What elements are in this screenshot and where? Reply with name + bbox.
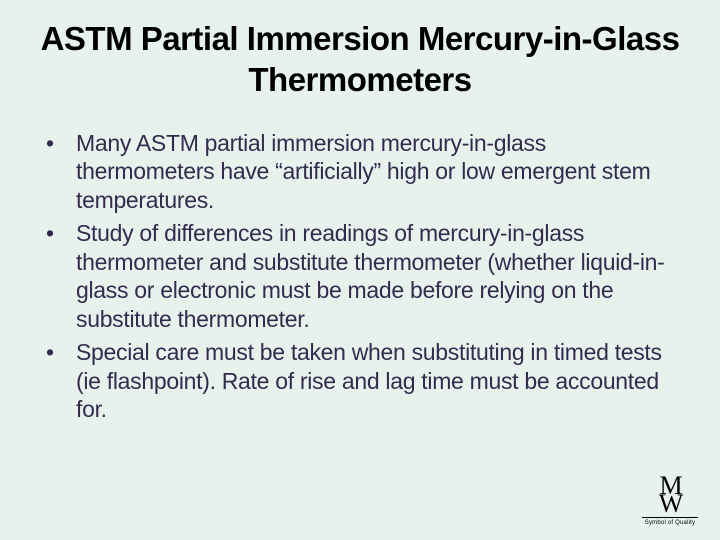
logo-mark: M W [642, 477, 698, 514]
logo: M W Symbol of Quality [642, 477, 698, 526]
bullet-item: Many ASTM partial immersion mercury-in-g… [76, 129, 684, 215]
logo-tagline: Symbol of Quality [642, 520, 698, 526]
bullet-item: Study of differences in readings of merc… [76, 219, 684, 334]
logo-mark-bottom: W [642, 495, 698, 514]
slide: ASTM Partial Immersion Mercury-in-Glass … [0, 0, 720, 540]
bullet-list: Many ASTM partial immersion mercury-in-g… [28, 129, 692, 425]
bullet-item: Special care must be taken when substitu… [76, 338, 684, 424]
slide-title: ASTM Partial Immersion Mercury-in-Glass … [28, 18, 692, 101]
